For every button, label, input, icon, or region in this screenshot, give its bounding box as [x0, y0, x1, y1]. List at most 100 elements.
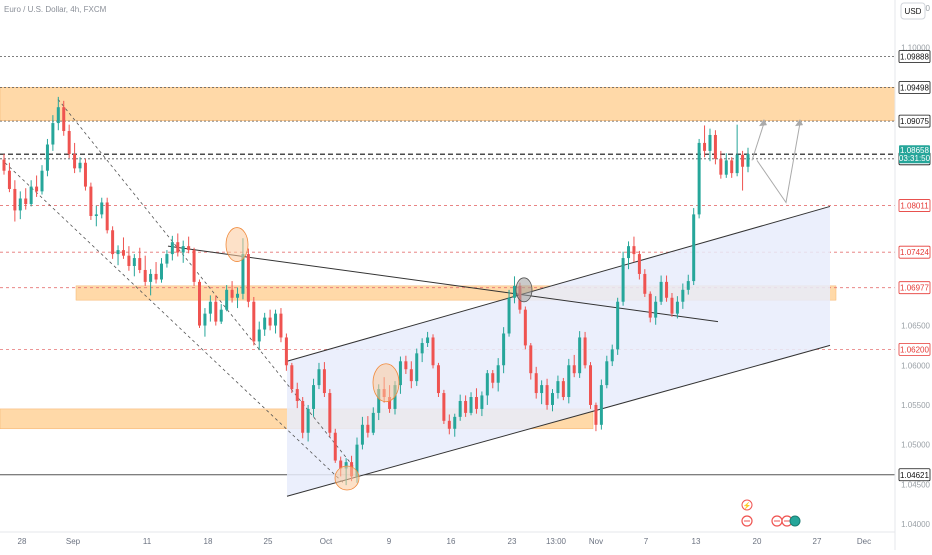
- highlight-circle: [372, 363, 400, 403]
- candle: [105, 197, 109, 234]
- price-tag-box: [898, 114, 931, 128]
- candle: [257, 321, 261, 351]
- candle-body: [724, 160, 728, 175]
- candle: [404, 355, 408, 374]
- candle-body: [599, 385, 603, 425]
- candle-body: [29, 186, 33, 205]
- price-tag-box: [898, 245, 931, 259]
- candle-body: [670, 297, 674, 314]
- projection-leg: [756, 122, 801, 204]
- price-tag: 1.07424: [898, 245, 931, 259]
- currency-button[interactable]: USD: [900, 2, 926, 20]
- candle-body: [62, 107, 66, 132]
- candle-body: [665, 281, 669, 298]
- candle: [534, 366, 538, 399]
- candle-body: [344, 462, 348, 469]
- candle-body: [105, 202, 109, 231]
- candle-body: [78, 162, 82, 169]
- candle-body: [730, 160, 734, 174]
- candle-body: [627, 246, 631, 259]
- candle-body: [469, 397, 473, 413]
- candle: [230, 281, 234, 303]
- candle-body: [605, 361, 609, 386]
- candle-body: [257, 329, 261, 342]
- price-tag-label: 1.09888: [900, 53, 929, 62]
- time-tick-label: 18: [204, 537, 213, 546]
- price-tag-box: [898, 468, 931, 482]
- candle: [138, 247, 142, 274]
- candle: [464, 395, 468, 417]
- price-tick-label: 1.04500: [901, 480, 930, 489]
- candle: [29, 180, 33, 207]
- candle-body: [301, 400, 305, 433]
- candle: [485, 370, 489, 405]
- candle: [89, 182, 93, 220]
- candle-body: [474, 397, 478, 409]
- candle-body: [100, 202, 104, 215]
- news-icon: [789, 515, 801, 527]
- price-tick-label: 1.05000: [901, 441, 930, 450]
- price-tag-label: 1.09075: [900, 117, 929, 126]
- candle: [529, 343, 533, 380]
- candle-body: [523, 309, 527, 346]
- candle: [550, 389, 554, 412]
- candle: [474, 388, 478, 414]
- candle-body: [719, 158, 723, 175]
- candle-body: [561, 381, 565, 398]
- channel-lower-line: [286, 344, 831, 497]
- projection-arrowhead: [759, 119, 767, 127]
- candle: [111, 226, 115, 259]
- candle-body: [545, 385, 549, 405]
- highlight-circle: [225, 227, 249, 262]
- candle-body: [73, 154, 77, 169]
- descending-channel-upper: [57, 99, 356, 469]
- candle: [40, 165, 44, 195]
- candle-body: [67, 131, 71, 155]
- candle: [610, 344, 614, 367]
- time-tick-label: Dec: [857, 537, 871, 546]
- candle-body: [741, 154, 745, 167]
- candle: [648, 291, 652, 323]
- candle-body: [176, 242, 180, 253]
- candle-body: [485, 373, 489, 396]
- time-tick-label: Sep: [66, 537, 81, 546]
- candle-body: [692, 214, 696, 282]
- candle-body: [502, 333, 506, 366]
- candle-body: [415, 353, 419, 382]
- candle: [154, 262, 158, 284]
- candle-body: [621, 258, 625, 302]
- candle-body: [2, 159, 6, 171]
- candle-body: [13, 188, 17, 211]
- candle-body: [366, 424, 370, 433]
- candle-body: [529, 345, 533, 374]
- candle: [398, 356, 402, 394]
- time-tick-label: 16: [447, 537, 456, 546]
- candle-body: [540, 385, 544, 394]
- candle-body: [578, 337, 582, 374]
- candle: [274, 309, 278, 334]
- candle-body: [138, 258, 142, 270]
- candle: [45, 138, 49, 177]
- candle: [670, 292, 674, 317]
- candle-body: [7, 170, 11, 189]
- highlight-circle: [515, 277, 533, 303]
- time-tick-label: 9: [387, 537, 392, 546]
- candle: [616, 297, 620, 355]
- candle-body: [236, 293, 240, 298]
- last-price-label: 1.08658: [900, 146, 929, 155]
- price-level-tags: 1.098881.094981.090751.086001.080111.074…: [898, 50, 931, 482]
- candle-body: [290, 365, 294, 390]
- price-tick-label: 1.06500: [901, 322, 930, 331]
- time-tick-label: 25: [264, 537, 273, 546]
- channel-upper-line: [286, 205, 831, 362]
- candle: [561, 377, 565, 401]
- candle-body: [268, 317, 272, 326]
- candle: [24, 188, 28, 210]
- resistance-trendline: [167, 245, 719, 323]
- time-tick-label: 27: [813, 537, 822, 546]
- candle-body: [35, 186, 39, 192]
- candle-body: [583, 337, 587, 366]
- candle-body: [241, 254, 245, 294]
